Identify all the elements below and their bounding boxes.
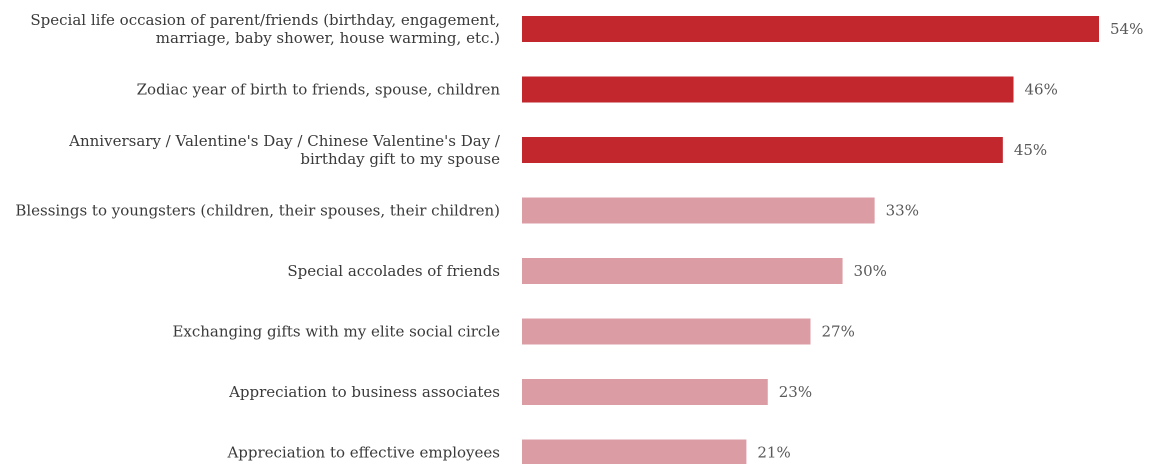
bar-1: [522, 16, 1099, 42]
category-label-3-line-2: birthday gift to my spouse: [300, 150, 500, 168]
value-label-5: 30%: [854, 262, 887, 280]
bar-3: [522, 137, 1003, 163]
category-label-2: Zodiac year of birth to friends, spouse,…: [137, 81, 501, 99]
bar-7: [522, 379, 768, 405]
value-label-1: 54%: [1110, 20, 1143, 38]
category-label-6: Exchanging gifts with my elite social ci…: [172, 323, 500, 341]
category-label-1-line-1: Special life occasion of parent/friends …: [30, 11, 500, 29]
bars-group: [522, 16, 1099, 464]
bar-8: [522, 439, 747, 464]
value-label-8: 21%: [757, 444, 790, 462]
value-labels-group: 54% 46% 45% 33% 30% 27% 23% 21%: [757, 20, 1143, 462]
bar-4: [522, 197, 875, 224]
category-label-7: Appreciation to business associates: [228, 383, 500, 401]
value-label-4: 33%: [886, 202, 919, 220]
category-label-3-line-1: Anniversary / Valentine's Day / Chinese …: [68, 132, 501, 150]
bar-6: [522, 318, 811, 345]
value-label-2: 46%: [1025, 81, 1058, 99]
category-label-4: Blessings to youngsters (children, their…: [15, 202, 500, 220]
value-label-6: 27%: [822, 323, 855, 341]
bar-2: [522, 76, 1014, 103]
category-label-8: Appreciation to effective employees: [226, 444, 500, 462]
category-labels-group: Special life occasion of parent/friends …: [15, 11, 501, 462]
bar-5: [522, 258, 843, 284]
category-label-1-line-2: marriage, baby shower, house warming, et…: [156, 29, 500, 47]
value-label-3: 45%: [1014, 141, 1047, 159]
category-label-5: Special accolades of friends: [287, 262, 500, 280]
value-label-7: 23%: [779, 383, 812, 401]
